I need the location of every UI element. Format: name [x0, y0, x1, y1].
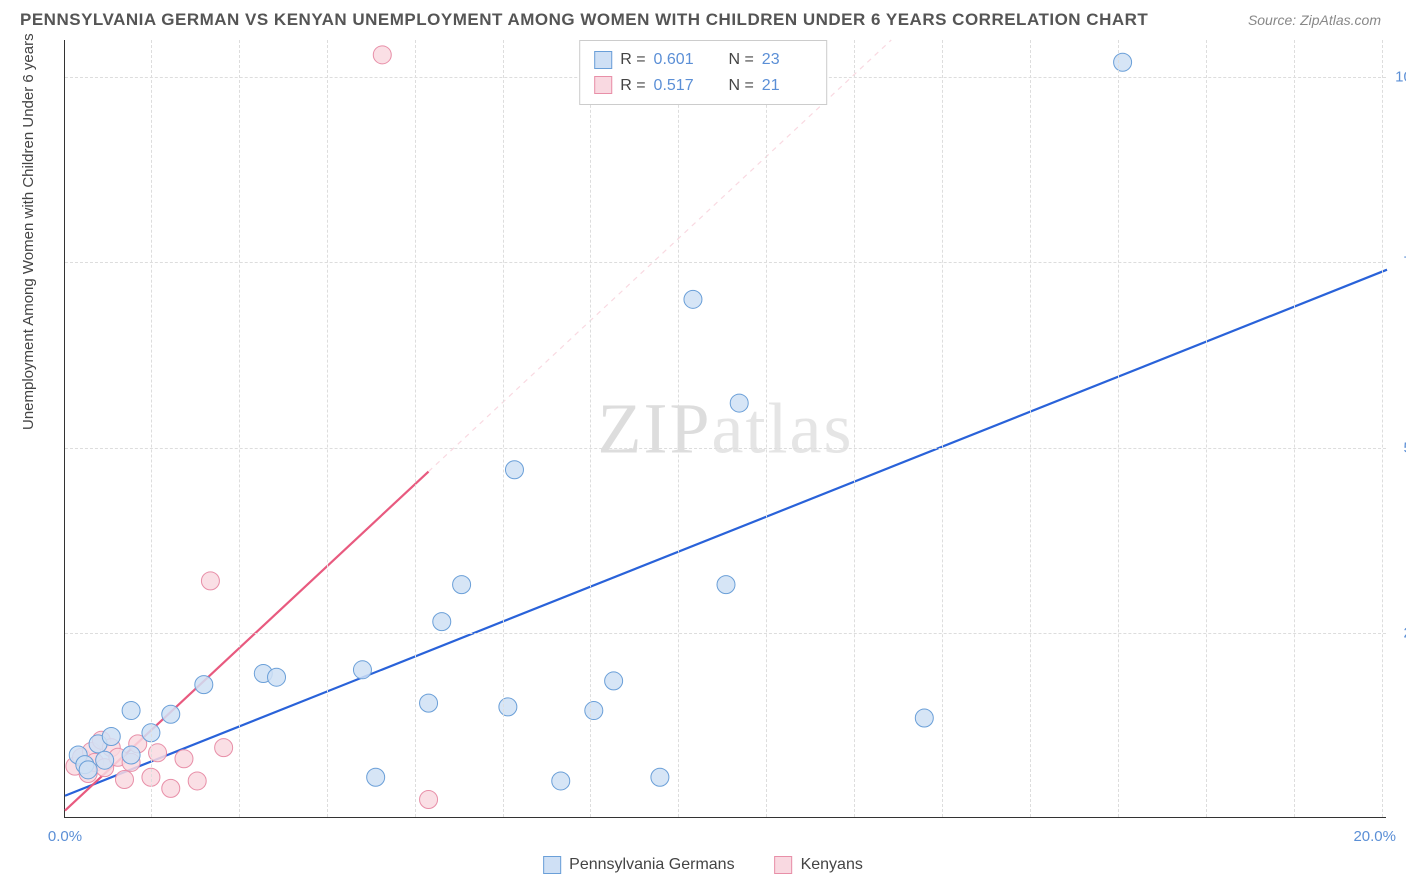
data-point	[420, 694, 438, 712]
gridline-v	[854, 40, 855, 817]
source-value: ZipAtlas.com	[1300, 12, 1381, 28]
data-point	[122, 702, 140, 720]
stats-row: R = 0.601 N = 23	[594, 47, 812, 73]
legend-label: Pennsylvania Germans	[569, 856, 734, 873]
data-point	[651, 768, 669, 786]
chart-svg	[65, 40, 1386, 817]
stats-row: R = 0.517 N = 21	[594, 73, 812, 99]
data-point	[373, 46, 391, 64]
legend-swatch	[594, 51, 612, 69]
data-point	[268, 668, 286, 686]
data-point	[717, 576, 735, 594]
source-label: Source:	[1248, 12, 1296, 28]
x-tick-label: 0.0%	[48, 828, 82, 845]
chart-title: PENNSYLVANIA GERMAN VS KENYAN UNEMPLOYME…	[20, 10, 1148, 30]
x-tick-label: 20.0%	[1353, 828, 1396, 845]
gridline-h	[65, 448, 1386, 449]
y-axis-title: Unemployment Among Women with Children U…	[20, 33, 37, 430]
stats-n-label: N =	[728, 73, 753, 99]
data-point	[605, 672, 623, 690]
gridline-v	[327, 40, 328, 817]
data-point	[585, 702, 603, 720]
stats-n-value: 21	[762, 73, 812, 99]
y-tick-label: 25.0%	[1391, 624, 1406, 641]
gridline-v	[1294, 40, 1295, 817]
data-point	[499, 698, 517, 716]
legend-swatch	[543, 856, 561, 874]
stats-n-value: 23	[762, 47, 812, 73]
data-point	[505, 461, 523, 479]
gridline-v	[151, 40, 152, 817]
legend-swatch	[775, 856, 793, 874]
gridline-v	[503, 40, 504, 817]
gridline-h	[65, 633, 1386, 634]
data-point	[96, 751, 114, 769]
data-point	[162, 705, 180, 723]
stats-r-label: R =	[620, 47, 645, 73]
data-point	[122, 746, 140, 764]
data-point	[353, 661, 371, 679]
legend-item: Kenyans	[775, 856, 863, 874]
data-point	[367, 768, 385, 786]
data-point	[79, 761, 97, 779]
gridline-v	[1030, 40, 1031, 817]
gridline-v	[1382, 40, 1383, 817]
data-point	[1114, 53, 1132, 71]
series-legend: Pennsylvania Germans Kenyans	[543, 856, 863, 874]
y-tick-label: 100.0%	[1391, 69, 1406, 86]
plot-area: ZIPatlas 25.0%50.0%75.0%100.0%0.0%20.0%	[64, 40, 1386, 818]
data-point	[188, 772, 206, 790]
gridline-v	[239, 40, 240, 817]
data-point	[102, 727, 120, 745]
data-point	[453, 576, 471, 594]
legend-label: Kenyans	[801, 856, 863, 873]
stats-r-label: R =	[620, 73, 645, 99]
stats-r-value: 0.601	[654, 47, 704, 73]
data-point	[162, 779, 180, 797]
gridline-v	[942, 40, 943, 817]
legend-item: Pennsylvania Germans	[543, 856, 734, 874]
data-point	[195, 676, 213, 694]
data-point	[175, 750, 193, 768]
data-point	[552, 772, 570, 790]
data-point	[115, 770, 133, 788]
gridline-h	[65, 262, 1386, 263]
stats-legend-box: R = 0.601 N = 23 R = 0.517 N = 21	[579, 40, 827, 105]
source-attribution: Source: ZipAtlas.com	[1248, 12, 1381, 28]
data-point	[433, 613, 451, 631]
data-point	[730, 394, 748, 412]
stats-n-label: N =	[728, 47, 753, 73]
y-tick-label: 75.0%	[1391, 254, 1406, 271]
data-point	[420, 790, 438, 808]
gridline-v	[590, 40, 591, 817]
y-tick-label: 50.0%	[1391, 439, 1406, 456]
trend-line	[65, 270, 1387, 796]
gridline-v	[1118, 40, 1119, 817]
data-point	[684, 290, 702, 308]
stats-r-value: 0.517	[654, 73, 704, 99]
gridline-v	[415, 40, 416, 817]
gridline-v	[678, 40, 679, 817]
data-point	[915, 709, 933, 727]
legend-swatch	[594, 76, 612, 94]
data-point	[201, 572, 219, 590]
gridline-v	[1206, 40, 1207, 817]
data-point	[215, 739, 233, 757]
gridline-v	[766, 40, 767, 817]
